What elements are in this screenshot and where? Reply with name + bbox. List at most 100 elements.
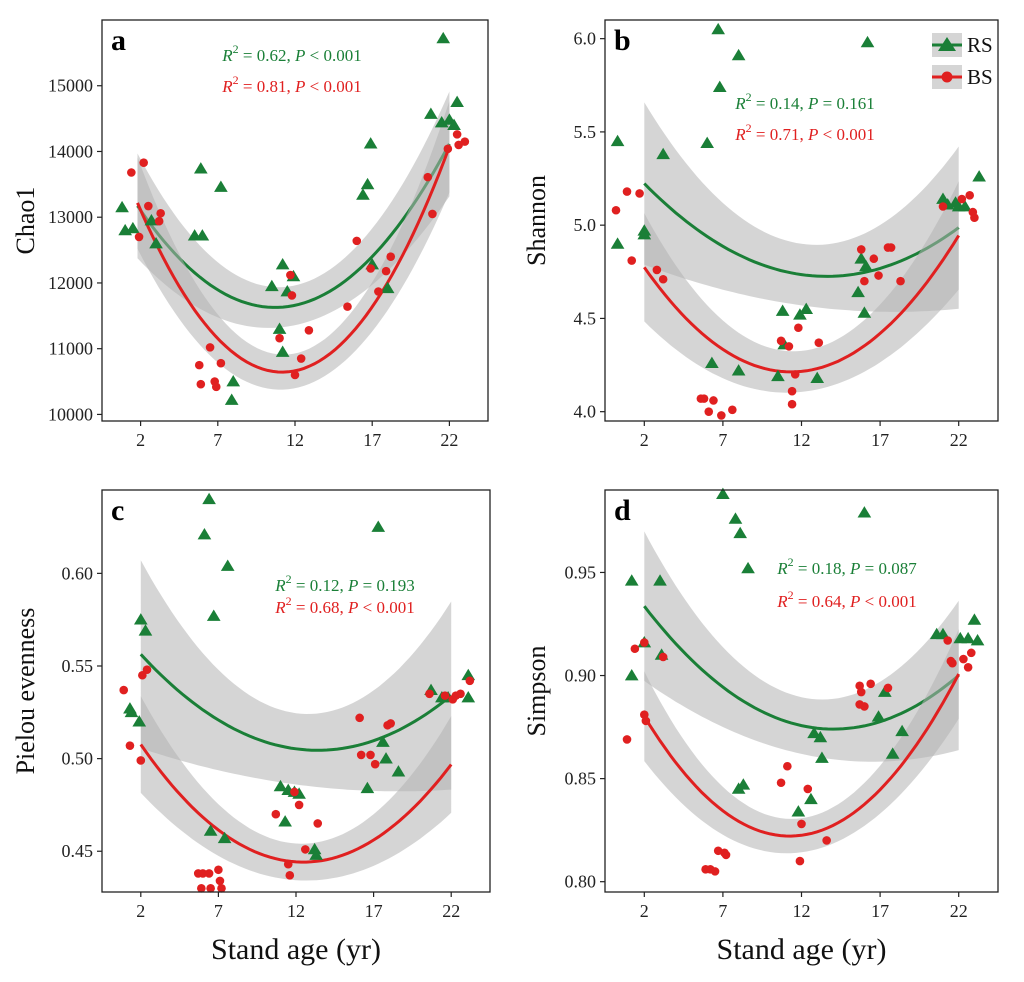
confidence-band-rs: [644, 102, 959, 312]
data-point-bs: [465, 676, 475, 686]
y-tick-label: 0.60: [62, 563, 94, 583]
data-point-rs: [859, 259, 873, 272]
data-point-bs: [970, 213, 979, 223]
data-point-bs: [285, 871, 295, 880]
y-tick-label: 4.5: [574, 308, 597, 328]
data-point-bs: [127, 168, 136, 177]
data-point-rs: [371, 520, 386, 532]
data-point-rs: [854, 252, 869, 264]
data-point-rs: [877, 685, 892, 697]
x-tick-label: 2: [136, 901, 145, 921]
data-point-rs: [214, 180, 228, 192]
y-tick-label: 0.45: [62, 841, 94, 861]
data-point-bs: [139, 158, 148, 167]
x-tick-label: 2: [640, 430, 649, 450]
fit-layer: [139, 560, 453, 881]
x-tick-label: 17: [365, 901, 383, 921]
fit-line-bs: [643, 673, 961, 838]
data-point-rs: [450, 95, 464, 108]
data-point-rs: [857, 306, 872, 318]
data-point-rs: [360, 781, 375, 794]
data-point-rs: [197, 527, 212, 540]
x-tick-label: 7: [214, 901, 223, 921]
data-point-rs: [447, 118, 461, 131]
series-bs: [611, 187, 979, 420]
y-axis-label: Pielou evenness: [11, 608, 40, 775]
stat-annotation-rs: R2 = 0.14, P = 0.161: [734, 90, 874, 113]
x-tick-label: 17: [871, 901, 889, 921]
data-point-bs: [938, 202, 948, 211]
data-point-rs: [711, 22, 726, 35]
data-point-bs: [374, 287, 383, 296]
data-point-bs: [386, 252, 396, 261]
data-point-bs: [622, 735, 632, 744]
data-point-bs: [776, 778, 786, 788]
data-point-bs: [290, 370, 300, 380]
data-point-rs: [226, 375, 241, 387]
data-point-rs: [217, 831, 232, 844]
data-point-bs: [896, 276, 905, 286]
data-point-rs: [610, 237, 625, 249]
x-tick-label: 7: [213, 430, 222, 450]
data-point-rs: [733, 526, 748, 539]
y-tick-label: 12000: [48, 273, 93, 293]
x-tick-label: 12: [793, 901, 811, 921]
data-point-bs: [198, 869, 208, 878]
fit-line-bs: [139, 743, 453, 864]
data-point-bs: [440, 691, 450, 700]
data-point-rs: [799, 302, 814, 314]
data-point-rs: [273, 779, 288, 792]
data-point-rs: [360, 177, 375, 190]
y-tick-label: 5.5: [574, 122, 597, 142]
data-point-bs: [216, 358, 226, 368]
data-point-bs: [822, 836, 831, 845]
x-tick-label: 7: [718, 901, 727, 921]
data-point-rs: [716, 487, 730, 499]
data-point-bs: [943, 636, 952, 645]
data-point-bs: [658, 274, 668, 284]
data-point-rs: [278, 815, 292, 827]
data-point-rs: [376, 735, 390, 747]
series-bs: [622, 636, 976, 876]
y-tick-label: 15000: [48, 76, 93, 96]
data-point-bs: [423, 172, 433, 182]
data-point-bs: [206, 883, 215, 893]
data-point-bs: [204, 869, 214, 878]
data-point-rs: [851, 285, 865, 298]
data-point-bs: [874, 271, 883, 280]
data-point-bs: [304, 325, 314, 335]
panel-d: 2 7 12 17 22 0.80 0.85 0.90 0.95 Simpson Stand age…: [522, 487, 999, 966]
data-point-rs: [275, 345, 290, 357]
data-point-bs: [144, 201, 153, 211]
x-tick-label: 12: [286, 430, 304, 450]
data-point-bs: [710, 867, 720, 876]
confidence-band-bs: [644, 629, 959, 854]
data-point-rs: [203, 824, 218, 836]
data-point-bs: [214, 865, 223, 875]
x-tick-label: 22: [950, 901, 968, 921]
data-point-bs: [860, 702, 869, 711]
data-point-bs: [156, 208, 165, 218]
series-rs: [610, 22, 986, 383]
data-point-rs: [195, 229, 210, 241]
data-point-rs: [728, 512, 743, 524]
data-point-bs: [630, 644, 640, 654]
data-point-bs: [948, 658, 957, 668]
data-point-rs: [138, 624, 153, 636]
data-point-bs: [286, 270, 295, 280]
data-point-bs: [425, 689, 434, 699]
panel-a: 2 7 12 17 22 10000 11000 12000 13000 14000 15000 Ch…: [11, 19, 489, 450]
legend-marker-bs: [941, 71, 953, 83]
panel-b: 2 7 12 17 22 4.0 4.5 5.0 5.5 6.0 Shannon b R2 = 0.14…: [522, 19, 999, 450]
data-point-bs: [883, 683, 893, 693]
data-point-bs: [343, 302, 352, 311]
y-tick-label: 0.95: [565, 562, 597, 582]
confidence-band-bs: [644, 181, 959, 393]
panel-c: 2 7 12 17 22 0.45 0.50 0.55 0.60 Pielou evenness S…: [11, 489, 491, 966]
data-point-bs: [428, 209, 437, 219]
data-point-rs: [436, 31, 451, 44]
x-axis-label: Stand age (yr): [717, 933, 887, 966]
y-axis-label: Chao1: [11, 187, 40, 255]
y-tick-label: 10000: [48, 404, 93, 424]
legend-label-bs: BS: [967, 65, 993, 89]
